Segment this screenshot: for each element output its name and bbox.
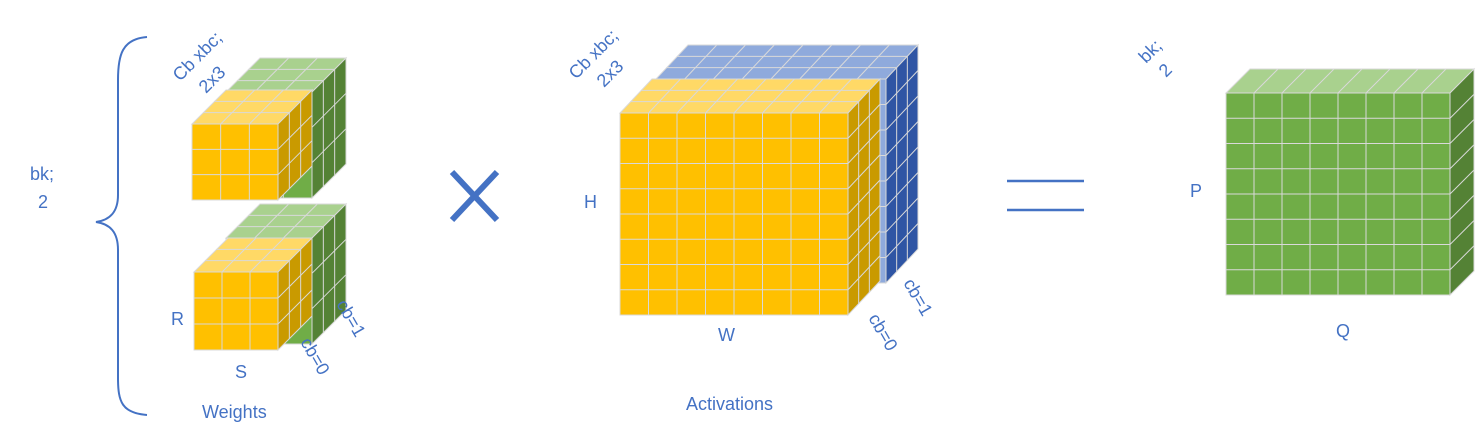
grid-line [684,44,718,80]
weights-bk-value: 2 [38,192,48,212]
grid-line [885,121,919,156]
equals-operator [1007,179,1084,212]
grid-line [277,114,313,150]
weights-caption: Weights [202,402,267,422]
grid-line [856,44,890,80]
weight-yellow-block [192,236,314,352]
grid-line [1365,68,1391,94]
grid-line [847,129,881,164]
grid-line [1449,245,1475,271]
grid-line [282,203,318,239]
weights-brace [95,36,148,416]
output-bk-value: 2 [1155,60,1176,81]
weight-kernel-lower [192,202,348,352]
grid-line [221,237,257,273]
weights-cb0-label: cb=0 [297,334,334,378]
grid-line [885,146,919,182]
grid-line [1449,194,1475,220]
grid-line [885,223,919,258]
grid-line [311,92,347,128]
grid-line [819,78,852,114]
grid-line [705,78,738,114]
grid-line [713,44,746,80]
grid-line [1449,220,1475,245]
grid-line [249,237,285,273]
weights-r-label: R [171,309,184,329]
output-green-block [1224,67,1476,297]
grid-line [277,289,313,325]
grid-line [1337,68,1363,94]
grid-line [847,255,881,291]
grid-line [799,44,833,80]
grid-line [648,78,681,114]
activations-h-label: H [584,192,597,212]
block-front-face [193,271,279,351]
grid-line [1309,68,1335,94]
grid-line [770,44,804,80]
grid-line [254,203,290,239]
grid-line [847,204,881,240]
weights-bk-label: bk; [30,164,54,184]
grid-line [311,238,347,274]
activations-cb1-label: cb=1 [900,275,937,319]
grid-line [282,57,318,93]
grid-line [254,57,290,93]
activations-w-label: W [718,325,735,345]
activations-caption: Activations [686,394,773,414]
weight-kernel-upper [190,56,348,202]
block-front-face [191,123,279,201]
activations-cb0-label: cb=0 [865,310,902,354]
grid-line [847,179,881,215]
grid-line [885,197,919,233]
grid-line [311,274,347,310]
output-p-label: P [1190,181,1202,201]
grid-line [1393,68,1419,94]
grid-line [1449,169,1475,195]
grid-line [762,78,795,114]
grid-line [1253,68,1279,94]
activation-tensor [618,43,920,317]
grid-line [828,44,861,80]
grid-line [1449,144,1475,170]
grid-line [277,140,313,176]
grid-line [248,89,284,125]
grid-line [741,44,775,80]
output-q-label: Q [1336,321,1350,341]
output-tensor [1224,67,1476,297]
weight-yellow-block [190,88,314,202]
grid-line [847,230,881,265]
grid-line [1449,119,1475,144]
grid-line [311,128,347,164]
weights-s-label: S [235,362,247,382]
grid-line [885,172,919,207]
grid-line [790,78,824,114]
grid-line [847,103,881,139]
grid-line [277,263,313,299]
grid-line [676,78,710,114]
grid-line [733,78,767,114]
grid-line [1281,68,1307,94]
grid-line [1421,68,1447,94]
activation-yellow-block [618,77,882,317]
grid-line [220,89,256,125]
grid-line [885,95,919,131]
grid-line [885,70,919,105]
grid-line [847,154,881,190]
multiply-operator [449,169,500,223]
grid-line [1449,93,1475,119]
